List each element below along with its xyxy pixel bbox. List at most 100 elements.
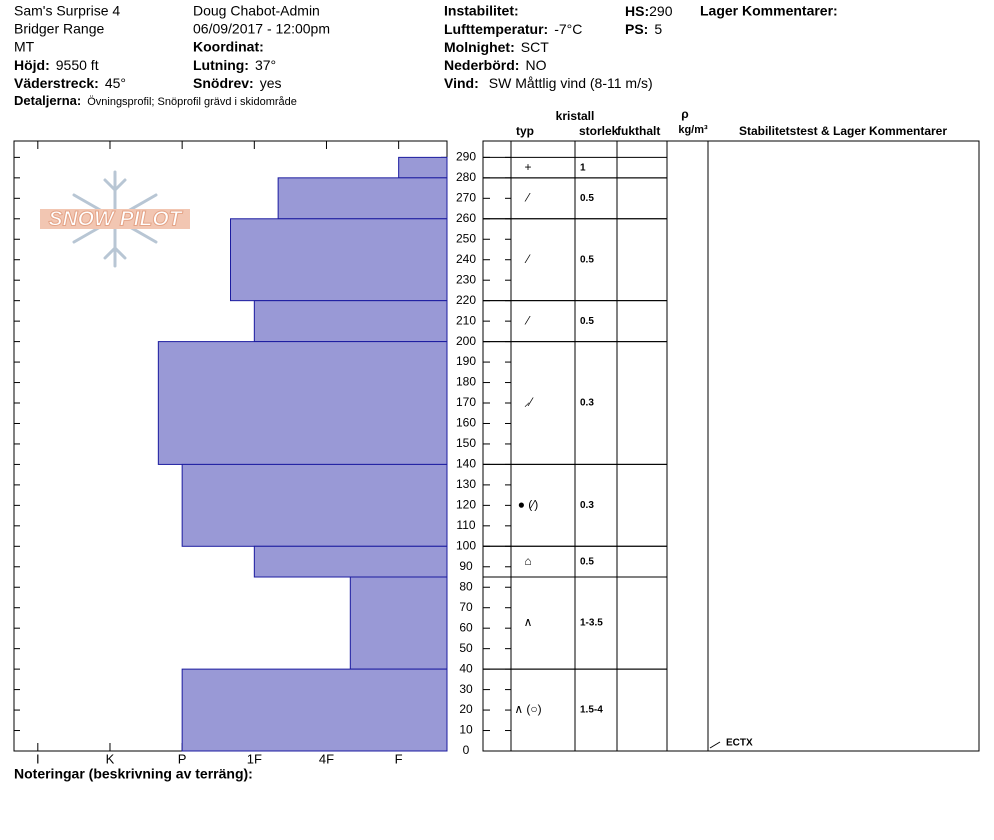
value: Övningsprofil; Snöprofil grävd i skidomr… [87, 96, 297, 108]
grain-size: 0.5 [580, 193, 594, 204]
value: SW Måttlig vind (8-11 m/s) [489, 75, 653, 91]
value: NO [525, 57, 546, 73]
x-tick-label: P [178, 751, 187, 766]
logo-text: SNOW PILOT [49, 208, 184, 231]
value: 37° [255, 57, 276, 73]
y-tick-label: 180 [456, 375, 476, 389]
logo-band [40, 209, 190, 229]
x-tick-label: K [106, 751, 115, 766]
grain-size: 0.5 [580, 254, 594, 265]
label: Molnighet: [444, 39, 515, 55]
state: MT [14, 39, 35, 55]
grain-size: 1 [580, 162, 586, 173]
hardness-bar [181, 463, 448, 547]
grain-type: ∧ (○) [514, 702, 541, 716]
y-tick-label: 120 [456, 498, 476, 512]
col-moisture: fukthalt [617, 124, 660, 138]
y-tick-label: 190 [456, 354, 476, 368]
slope: Lutning: 37° [193, 57, 276, 73]
datetime: 06/09/2017 - 12:00pm [193, 21, 330, 37]
y-tick-label: 0 [463, 743, 470, 757]
label: Vind: [444, 75, 479, 91]
grain-type: ⌂ [524, 554, 531, 568]
x-tick-label: 4F [319, 751, 334, 766]
value: yes [260, 75, 282, 91]
y-tick-label: 100 [456, 538, 476, 552]
hardness-bar [277, 177, 448, 220]
col-stability: Stabilitetstest & Lager Kommentarer [739, 124, 947, 138]
y-tick-label: 10 [459, 723, 473, 737]
col-rho: ρ [681, 107, 688, 121]
details: Detaljerna: Övningsprofil; Snöprofil gräv… [14, 93, 297, 108]
hardness-bar [398, 156, 448, 179]
y-tick-label: 140 [456, 457, 476, 471]
value: 5 [654, 21, 662, 37]
label: PS: [625, 21, 648, 37]
table-frame [482, 140, 980, 752]
y-tick-label: 230 [456, 272, 476, 286]
air-temp: Lufttemperatur: -7°C [444, 21, 582, 37]
y-tick-label: 280 [456, 170, 476, 184]
grain-size: 0.5 [580, 556, 594, 567]
grain-type: ⁄ [524, 190, 531, 204]
y-tick-label: 90 [459, 559, 473, 573]
grain-size: 1.5-4 [580, 705, 603, 716]
hardness-bar [253, 300, 448, 343]
value: 290 [649, 3, 673, 19]
grain-size: 0.3 [580, 500, 594, 511]
wind: Vind: SW Måttlig vind (8-11 m/s) [444, 75, 653, 91]
y-tick-label: 150 [456, 436, 476, 450]
stability-test: ECTX [726, 738, 753, 749]
test-arrow [709, 741, 721, 749]
grain-type: ⸝⁄ [524, 395, 534, 409]
observer: Doug Chabot-Admin [193, 3, 320, 19]
col-type: typ [516, 124, 534, 138]
value: -7°C [554, 21, 582, 37]
x-tick-label: I [36, 751, 40, 766]
label: Lutning: [193, 57, 249, 73]
grain-type: ∧ [524, 615, 533, 629]
x-tick-label: F [395, 751, 403, 766]
hardness-bar [181, 668, 448, 752]
hardness-bar [230, 218, 448, 302]
label: Höjd: [14, 57, 50, 73]
y-tick-label: 210 [456, 313, 476, 327]
y-tick-label: 80 [459, 579, 473, 593]
grain-type: ⁄ [524, 313, 531, 327]
label: Detaljerna: [14, 93, 81, 108]
grain-type: ● (⁄) [518, 498, 539, 512]
hs: HS:290 [625, 3, 673, 19]
y-tick-label: 250 [456, 231, 476, 245]
label: Snödrev: [193, 75, 254, 91]
y-tick-label: 30 [459, 682, 473, 696]
grain-type: + [524, 160, 531, 174]
label: Lufttemperatur: [444, 21, 548, 37]
precip: Nederbörd: NO [444, 57, 547, 73]
y-tick-label: 240 [456, 252, 476, 266]
col-size: storlek [579, 124, 619, 138]
grain-type: ⁄ [524, 252, 531, 266]
col-crystal: kristall [556, 109, 595, 123]
y-tick-label: 40 [459, 661, 473, 675]
y-tick-label: 170 [456, 395, 476, 409]
y-tick-label: 70 [459, 600, 473, 614]
wind-loading: Snödrev: yes [193, 75, 281, 91]
y-tick-label: 50 [459, 641, 473, 655]
y-tick-label: 110 [456, 518, 475, 532]
footer: Noteringar (beskrivning av terräng): [14, 766, 253, 782]
label: Väderstreck: [14, 75, 99, 91]
label: Nederbörd: [444, 57, 519, 73]
y-tick-label: 270 [456, 190, 476, 204]
col-density-unit: kg/m³ [678, 124, 708, 136]
location: Sam's Surprise 4 [14, 3, 120, 19]
y-tick-label: 130 [456, 477, 476, 491]
y-tick-label: 220 [456, 293, 476, 307]
y-tick-label: 290 [456, 150, 476, 164]
layer-comments-label: Lager Kommentarer: [700, 3, 838, 19]
grain-size: 0.3 [580, 398, 594, 409]
y-tick-label: 260 [456, 211, 476, 225]
y-tick-label: 60 [459, 620, 473, 634]
hardness-bar [157, 341, 448, 465]
y-tick-label: 20 [459, 702, 473, 716]
